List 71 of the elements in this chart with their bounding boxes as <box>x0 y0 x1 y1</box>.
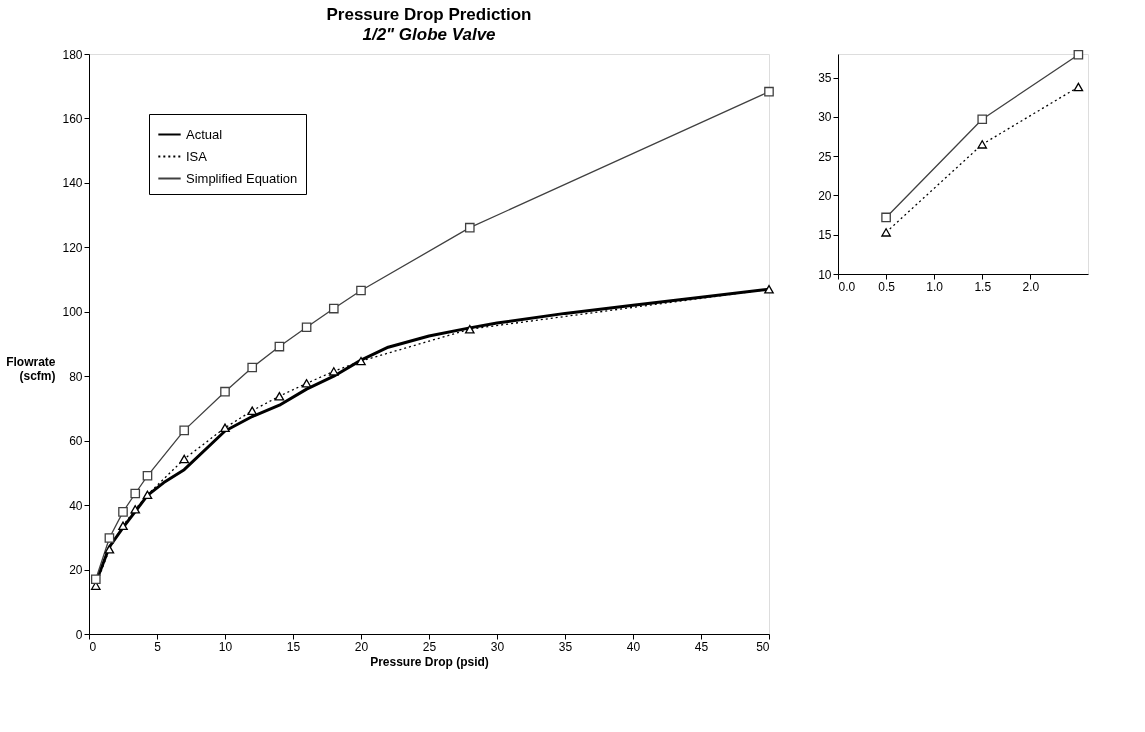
x-tick-label: 1.0 <box>926 279 944 294</box>
x-axis-title: Pressure Drop (psid) <box>370 654 489 669</box>
point <box>356 285 366 296</box>
point <box>118 521 128 531</box>
point <box>1073 49 1084 60</box>
y-tick-label: 160 <box>62 111 83 126</box>
y-tick-label: 40 <box>69 498 83 513</box>
point <box>142 490 153 500</box>
point <box>179 454 190 464</box>
point <box>179 425 190 436</box>
legend-label: ISA <box>186 148 208 164</box>
x-tick-label: 25 <box>422 639 437 654</box>
y-tick-label: 35 <box>818 71 832 86</box>
y-tick-label: 60 <box>69 434 83 449</box>
y-tick-label: 0 <box>75 627 83 642</box>
x-tick-label: 50 <box>756 639 770 654</box>
point <box>301 379 312 388</box>
point <box>328 303 339 314</box>
y-tick-label: 120 <box>62 240 83 255</box>
point <box>881 212 891 223</box>
legend-label: Actual <box>186 126 223 142</box>
x-tick-label: 5 <box>154 639 162 654</box>
point <box>90 574 101 585</box>
y-tick-label: 180 <box>62 47 83 62</box>
y-tick-label: 10 <box>818 267 832 282</box>
point <box>881 228 891 237</box>
point <box>118 507 128 517</box>
chart-title: Pressure Drop Prediction <box>326 5 532 24</box>
y-tick-label: 140 <box>62 176 83 191</box>
x-tick-label: 40 <box>626 639 641 654</box>
point <box>1073 82 1084 92</box>
x-tick-label: 0.5 <box>878 279 896 294</box>
point <box>977 114 988 125</box>
point <box>464 222 475 233</box>
point <box>356 356 366 366</box>
x-tick-label: 35 <box>558 639 573 654</box>
point <box>104 533 115 543</box>
legend-label: Simplified Equation <box>186 170 298 186</box>
point <box>274 391 285 401</box>
chart-subtitle: 1/2" Globe Valve <box>362 25 496 44</box>
x-tick-label: 45 <box>694 639 709 654</box>
point <box>220 423 230 433</box>
point <box>247 362 258 373</box>
x-tick-label: 0 <box>89 639 97 654</box>
point <box>328 367 339 376</box>
point <box>104 544 115 554</box>
y-tick-label: 100 <box>62 305 83 320</box>
point <box>764 86 774 97</box>
y-tick-label: 20 <box>818 188 832 203</box>
point <box>220 386 230 397</box>
x-tick-label: 15 <box>286 639 301 654</box>
x-tick-label: 10 <box>218 639 233 654</box>
point <box>301 322 312 333</box>
point <box>977 140 988 149</box>
point <box>142 470 153 481</box>
x-tick-label: 30 <box>490 639 505 654</box>
point <box>764 284 774 294</box>
x-tick-label: 0.0 <box>838 279 856 294</box>
point <box>130 505 141 514</box>
y-tick-label: 20 <box>69 563 83 578</box>
point <box>247 406 258 415</box>
point <box>464 324 475 334</box>
x-tick-label: 20 <box>354 639 369 654</box>
x-tick-label: 1.5 <box>974 279 992 294</box>
y-tick-label: 80 <box>69 369 83 384</box>
y-tick-label: 25 <box>818 149 832 164</box>
y-axis-title: Flowrate (scfm) <box>6 354 56 383</box>
y-tick-label: 30 <box>818 110 832 125</box>
x-tick-label: 2.0 <box>1022 279 1040 294</box>
point <box>130 488 141 499</box>
y-tick-label: 15 <box>818 228 832 243</box>
